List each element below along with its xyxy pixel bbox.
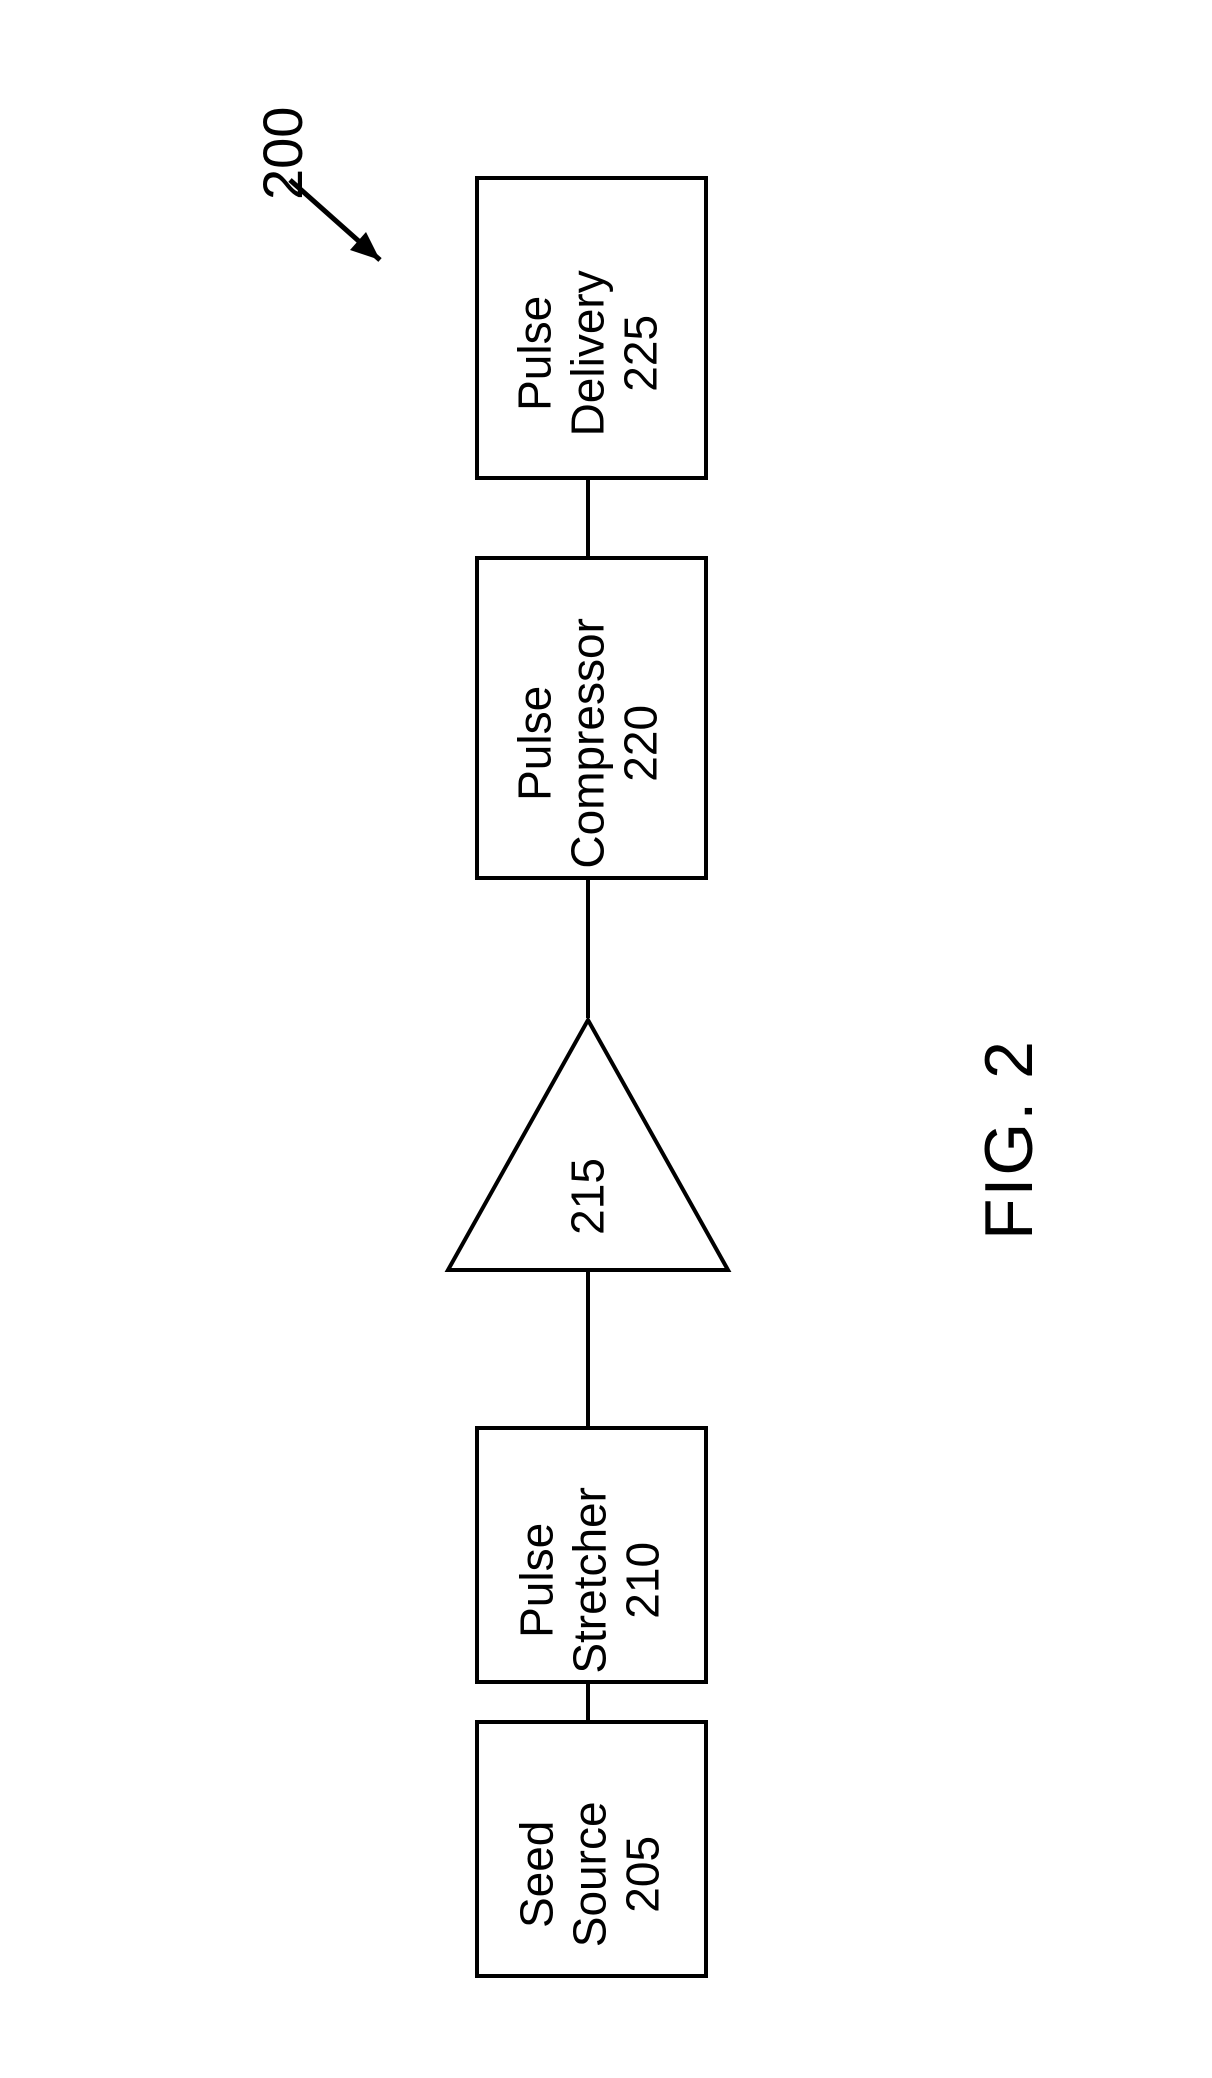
node-pulse-compressor-label: Pulse Compressor 220 (509, 593, 668, 893)
node-seed-source-line1: Seed (511, 1821, 563, 1928)
node-seed-source-ref: 205 (616, 1836, 668, 1913)
node-amplifier-ref-label: 215 (562, 1116, 615, 1276)
edge-amplifier-to-compressor (586, 872, 590, 1018)
figure-canvas: 200 Seed Source 205 Pulse Stretcher 210 … (0, 0, 1212, 2078)
node-pulse-compressor-line1: Pulse (509, 686, 561, 801)
node-pulse-stretcher-ref: 210 (616, 1542, 668, 1619)
node-pulse-compressor-line2: Compressor (562, 618, 614, 869)
node-pulse-delivery-line2: Delivery (562, 270, 614, 436)
node-pulse-delivery-line1: Pulse (509, 296, 561, 411)
node-pulse-stretcher-label: Pulse Stretcher 210 (511, 1460, 670, 1700)
node-pulse-stretcher-line2: Stretcher (564, 1487, 616, 1674)
figure-caption: FIG. 2 (970, 1039, 1048, 1240)
node-seed-source-line2: Source (564, 1801, 616, 1947)
edge-stretcher-to-amplifier (586, 1270, 590, 1426)
node-pulse-delivery-label: Pulse Delivery 225 (509, 215, 668, 491)
node-amplifier-ref: 215 (562, 1158, 614, 1235)
node-seed-source-label: Seed Source 205 (511, 1754, 670, 1994)
reference-arrow (280, 170, 410, 290)
node-pulse-delivery-ref: 225 (614, 315, 666, 392)
node-pulse-stretcher-line1: Pulse (511, 1523, 563, 1638)
node-pulse-compressor-ref: 220 (614, 705, 666, 782)
